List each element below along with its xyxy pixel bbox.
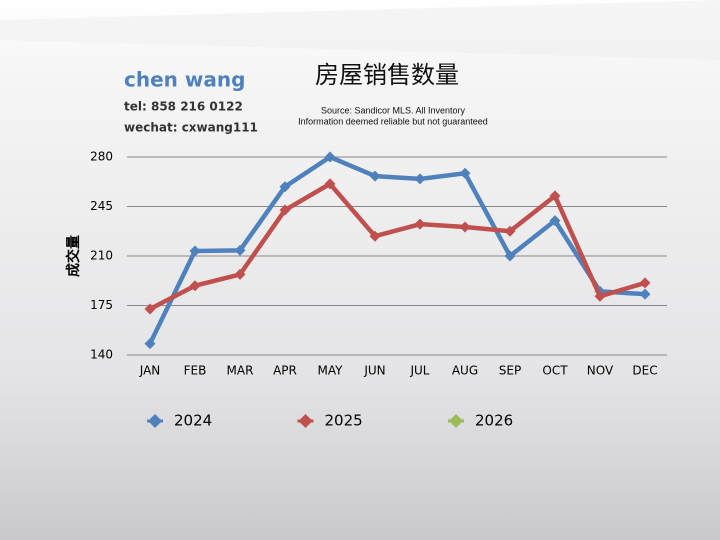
y-tick-label: 140 [90, 348, 113, 362]
decor [0, 0, 720, 60]
subtitle: Source: Sandicor MLS. All Inventory [321, 105, 466, 115]
y-tick-label: 280 [90, 150, 113, 164]
data-point [549, 190, 561, 202]
x-tick-label: JUN [363, 364, 385, 378]
data-point [369, 170, 381, 182]
data-point [414, 173, 426, 185]
author-wechat: wechat: cxwang111 [124, 121, 258, 135]
data-point [414, 218, 426, 230]
legend-label: 2024 [174, 412, 212, 430]
y-tick-label: 175 [90, 298, 113, 312]
legend-label: 2026 [475, 412, 513, 430]
data-point [504, 250, 516, 262]
x-tick-label: SEP [499, 364, 521, 378]
data-point [459, 221, 471, 233]
author-tel: tel: 858 216 0122 [124, 100, 243, 114]
data-point [549, 215, 561, 227]
x-tick-label: FEB [184, 364, 207, 378]
x-tick-label: AUG [452, 364, 478, 378]
data-point [369, 230, 381, 242]
y-tick-label: 245 [90, 199, 113, 213]
data-point [144, 338, 156, 350]
data-point [324, 178, 336, 190]
data-point [639, 288, 651, 300]
data-point [234, 244, 246, 256]
data-point [324, 151, 336, 163]
data-point [189, 280, 201, 292]
data-point [144, 303, 156, 315]
x-tick-label: DEC [632, 364, 657, 378]
data-point [279, 204, 291, 216]
data-point [504, 225, 516, 237]
series-line [147, 154, 646, 345]
x-tick-label: OCT [542, 364, 568, 378]
legend-label: 2025 [325, 412, 363, 430]
data-point [639, 277, 651, 289]
y-tick-label: 210 [90, 249, 113, 263]
x-tick-label: JAN [139, 364, 161, 378]
data-point [234, 268, 246, 280]
x-tick-label: JUL [409, 364, 429, 378]
data-point [594, 290, 606, 302]
data-point [189, 245, 201, 257]
x-tick-label: MAR [227, 364, 254, 378]
chart-title: 房屋销售数量 [315, 61, 459, 89]
x-tick-label: APR [273, 364, 297, 378]
x-tick-label: NOV [587, 364, 614, 378]
data-point [459, 167, 471, 179]
data-point [279, 181, 291, 193]
author-name: chen wang [124, 68, 245, 92]
series-line [148, 181, 646, 312]
y-axis-label: 成交量 [65, 235, 82, 277]
x-tick-label: MAY [318, 364, 344, 378]
subtitle: Information deemed reliable but not guar… [298, 116, 488, 126]
